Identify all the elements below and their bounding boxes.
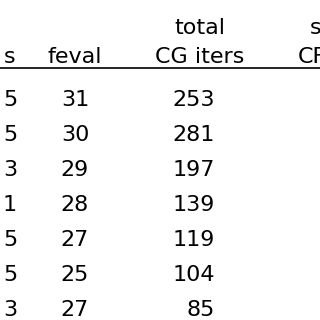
Text: 27: 27 [61,230,89,250]
Text: CF: CF [298,47,320,67]
Text: 253: 253 [172,90,215,110]
Text: s: s [310,18,320,38]
Text: 85: 85 [187,300,215,320]
Text: s: s [4,47,16,67]
Text: CG iters: CG iters [155,47,245,67]
Text: 104: 104 [172,265,215,285]
Text: 1: 1 [3,195,17,215]
Text: 27: 27 [61,300,89,320]
Text: 28: 28 [61,195,89,215]
Text: 139: 139 [172,195,215,215]
Text: 5: 5 [3,230,17,250]
Text: 31: 31 [61,90,89,110]
Text: 30: 30 [61,125,89,145]
Text: 3: 3 [3,300,17,320]
Text: 25: 25 [61,265,89,285]
Text: 3: 3 [3,160,17,180]
Text: 5: 5 [3,90,17,110]
Text: 119: 119 [172,230,215,250]
Text: feval: feval [48,47,102,67]
Text: 197: 197 [172,160,215,180]
Text: 29: 29 [61,160,89,180]
Text: 5: 5 [3,125,17,145]
Text: 5: 5 [3,265,17,285]
Text: 281: 281 [172,125,215,145]
Text: total: total [174,18,226,38]
